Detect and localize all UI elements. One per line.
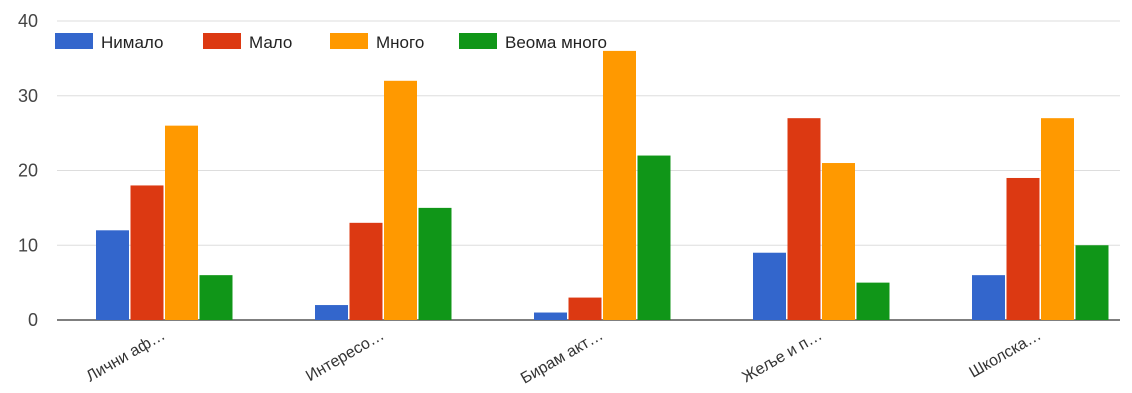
y-tick-label: 40 bbox=[18, 11, 38, 31]
bar[interactable] bbox=[822, 163, 855, 320]
bar[interactable] bbox=[603, 50, 636, 321]
bar[interactable] bbox=[637, 155, 671, 320]
legend-item[interactable]: Много bbox=[330, 33, 424, 52]
bar[interactable] bbox=[384, 80, 417, 320]
bar-group bbox=[972, 118, 1109, 320]
bar[interactable] bbox=[1075, 245, 1109, 320]
y-tick-label: 0 bbox=[28, 310, 38, 330]
y-axis-ticks: 0 10 20 30 40 bbox=[18, 11, 38, 330]
legend-label: Нимало bbox=[101, 33, 163, 52]
legend-label: Много bbox=[376, 33, 424, 52]
legend-item[interactable]: Нимало bbox=[55, 33, 163, 52]
bar[interactable] bbox=[96, 230, 129, 320]
bar[interactable] bbox=[349, 222, 383, 320]
bar[interactable] bbox=[199, 275, 233, 320]
bar[interactable] bbox=[1041, 118, 1074, 320]
bars bbox=[96, 50, 1109, 321]
bar-group bbox=[534, 50, 671, 321]
x-axis-categories: Лични аф… Интересо… Бирам акт… Жеље и п… Шко… bbox=[83, 327, 1044, 388]
legend-swatch bbox=[55, 33, 93, 49]
bar[interactable] bbox=[753, 252, 786, 320]
legend-label: Мало bbox=[249, 33, 292, 52]
bar-group bbox=[753, 118, 890, 320]
bar[interactable] bbox=[568, 297, 602, 320]
x-category-label: Жеље и п… bbox=[739, 327, 825, 386]
y-tick-label: 10 bbox=[18, 235, 38, 255]
bar[interactable] bbox=[787, 118, 821, 320]
x-category-label: Интересо… bbox=[303, 327, 387, 385]
x-category-label: Бирам акт… bbox=[518, 327, 606, 388]
bar[interactable] bbox=[534, 312, 567, 320]
legend-item[interactable]: Веома много bbox=[459, 33, 607, 52]
legend-swatch bbox=[330, 33, 368, 49]
bar[interactable] bbox=[315, 305, 348, 320]
bar[interactable] bbox=[418, 207, 452, 320]
legend-item[interactable]: Мало bbox=[203, 33, 292, 52]
legend-swatch bbox=[459, 33, 497, 49]
y-tick-label: 30 bbox=[18, 86, 38, 106]
legend: Нимало Мало Много Веома много bbox=[55, 33, 607, 52]
x-category-label: Лични аф… bbox=[83, 327, 168, 386]
bar[interactable] bbox=[165, 125, 198, 321]
x-category-label: Школска… bbox=[966, 327, 1044, 382]
bar[interactable] bbox=[1006, 177, 1040, 320]
legend-swatch bbox=[203, 33, 241, 49]
bar[interactable] bbox=[856, 282, 890, 320]
bar[interactable] bbox=[972, 275, 1005, 320]
legend-label: Веома много bbox=[505, 33, 607, 52]
bar-group bbox=[96, 125, 233, 321]
bar-group bbox=[315, 80, 452, 320]
bar[interactable] bbox=[130, 185, 164, 320]
y-tick-label: 20 bbox=[18, 161, 38, 181]
